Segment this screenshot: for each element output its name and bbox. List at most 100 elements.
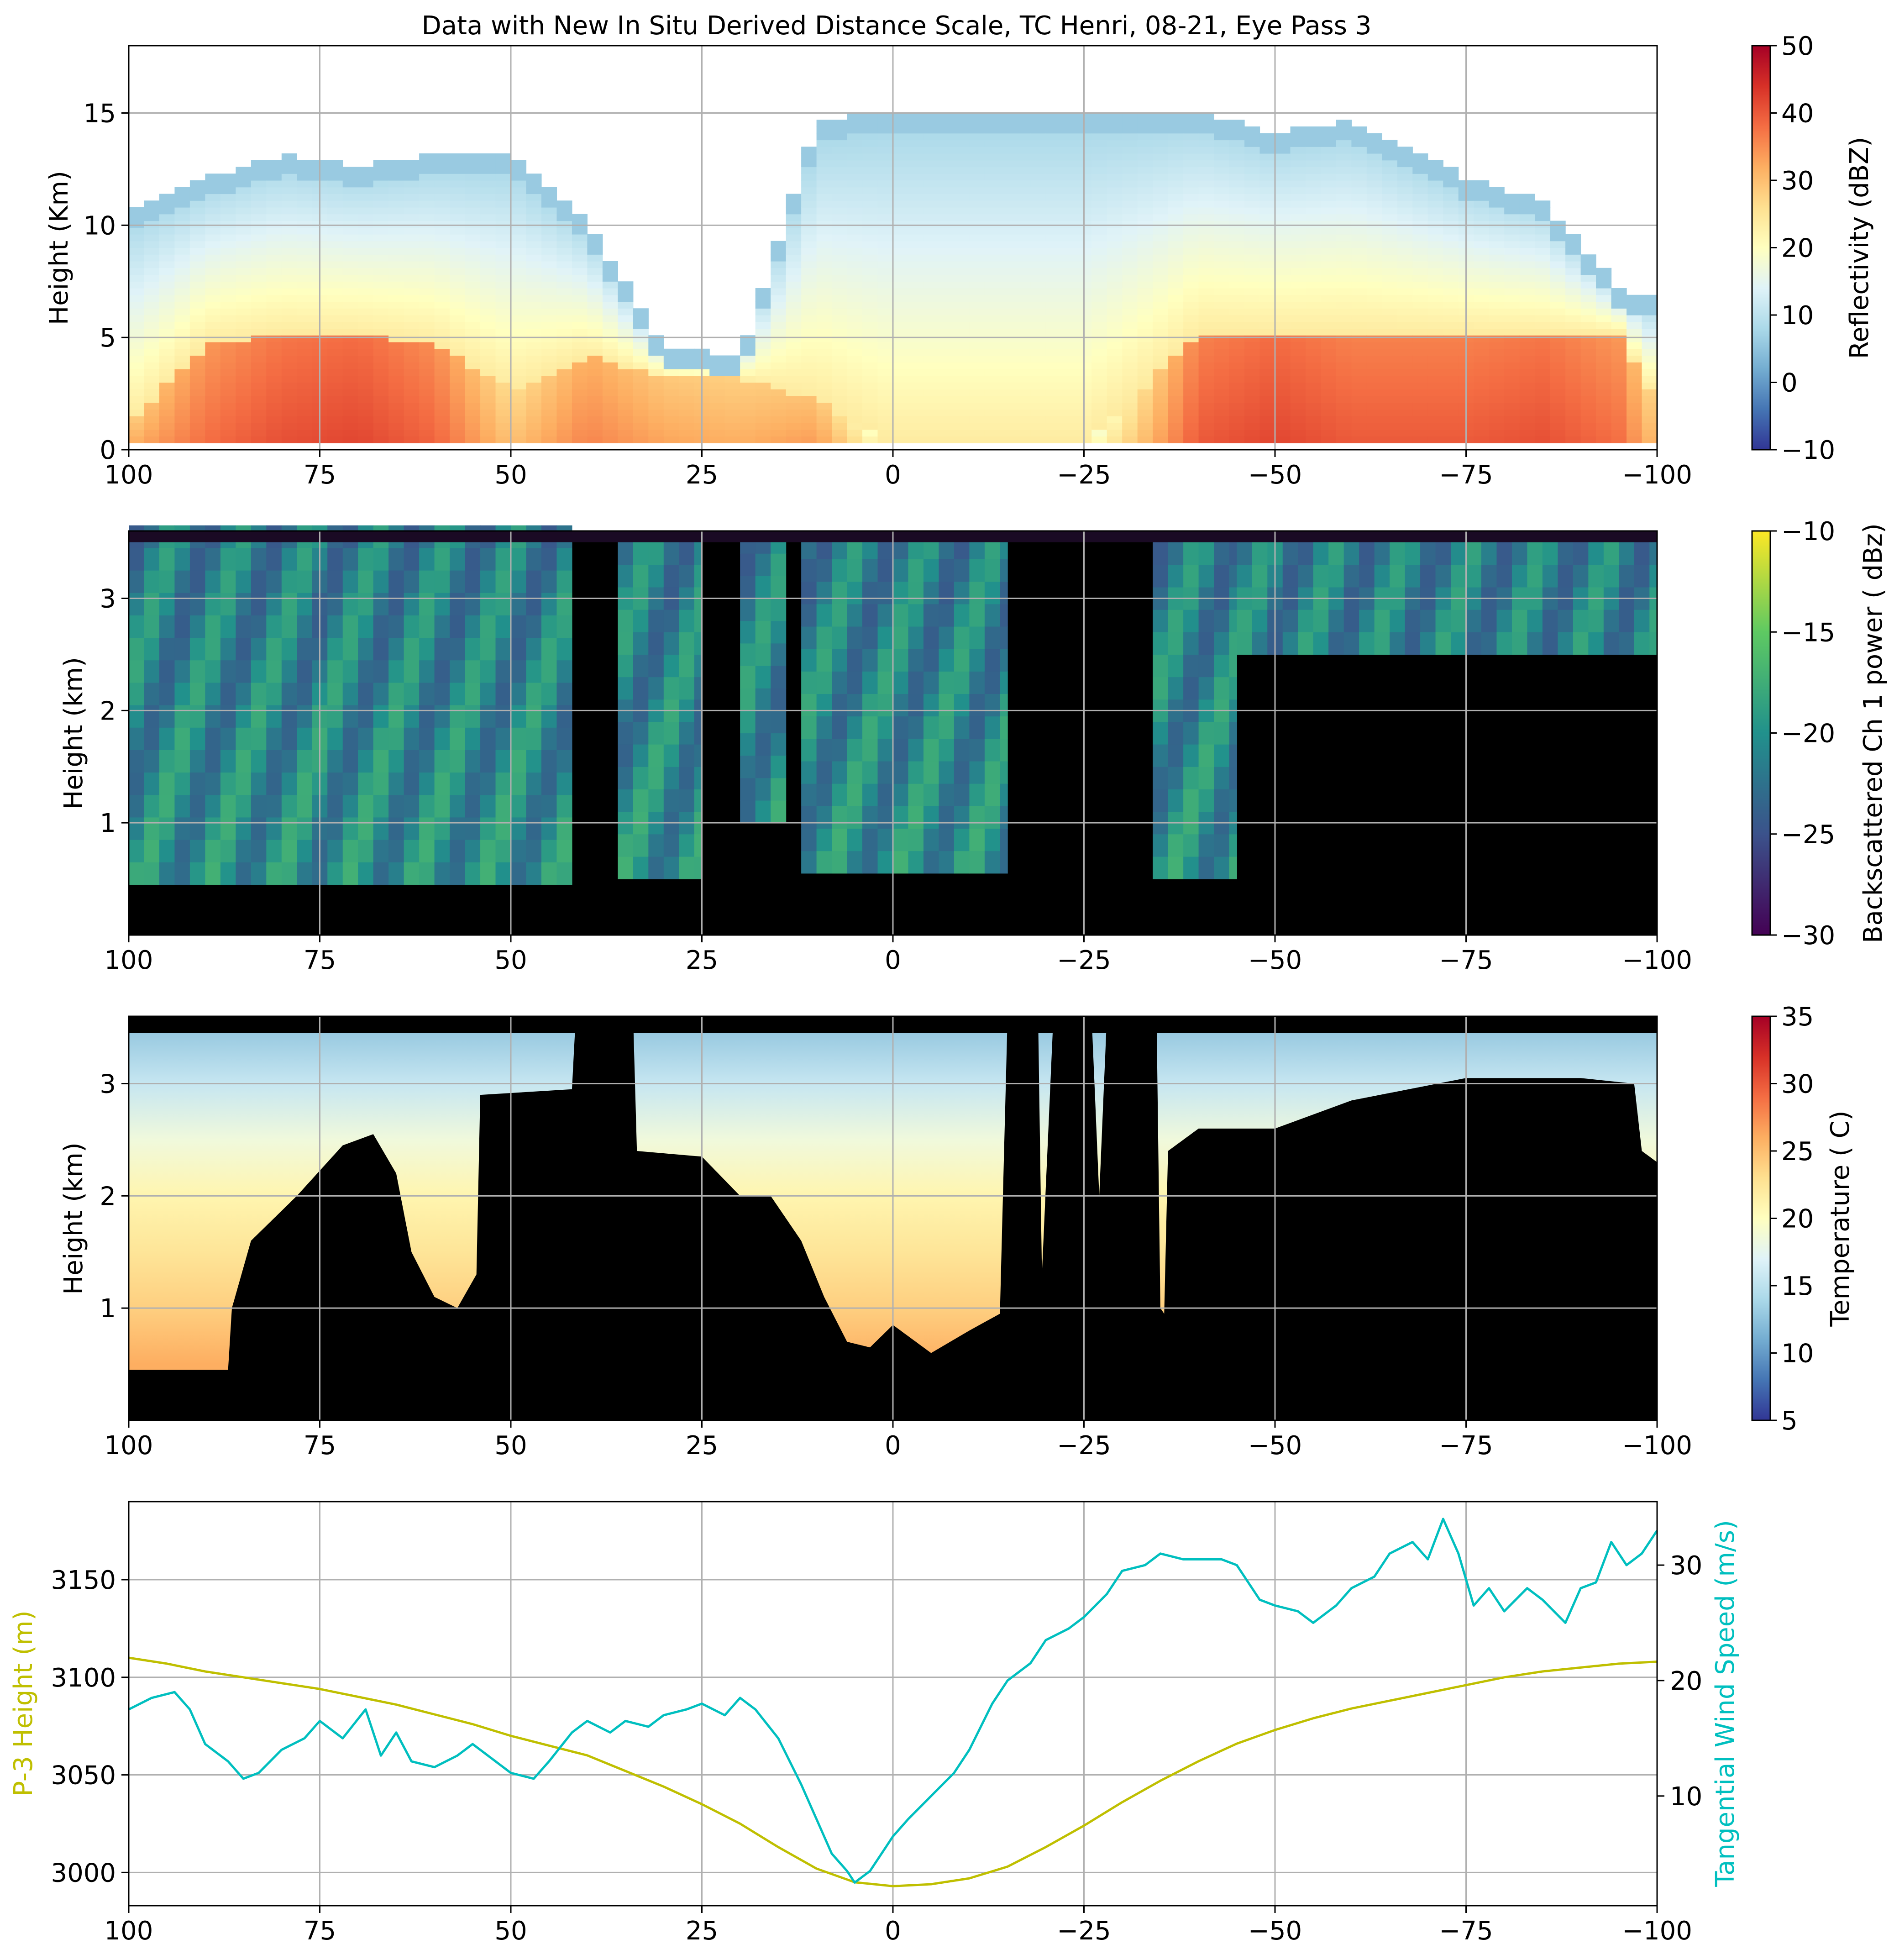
reflectivity-cell [1259,402,1275,410]
reflectivity-cell [1443,214,1459,221]
reflectivity-cell [1000,268,1016,275]
backscatter-cell [862,828,878,851]
reflectivity-cell [373,281,389,289]
reflectivity-cell [1397,261,1413,268]
reflectivity-cell [1580,348,1596,356]
reflectivity-cell [633,436,649,443]
reflectivity-cell [1366,294,1382,302]
reflectivity-cell [251,187,267,194]
reflectivity-cell [174,362,190,369]
reflectivity-cell [755,409,771,416]
reflectivity-cell [1107,308,1123,315]
reflectivity-cell [771,382,787,389]
reflectivity-cell [251,194,267,201]
reflectivity-cell [480,194,496,201]
backscatter-cell [1214,542,1230,565]
backscatter-cell [908,604,924,627]
reflectivity-cell [373,180,389,188]
reflectivity-cell [404,261,420,268]
reflectivity-cell [342,321,358,329]
reflectivity-cell [1366,348,1382,356]
backscatter-cell [480,794,496,818]
reflectivity-cell [648,409,664,416]
reflectivity-cell [1045,241,1061,248]
backscatter-cell [388,660,404,683]
reflectivity-cell [495,254,511,262]
reflectivity-cell [663,416,679,423]
reflectivity-cell [373,234,389,242]
reflectivity-cell [236,234,252,242]
reflectivity-cell [724,409,740,416]
reflectivity-cell [1611,294,1627,302]
reflectivity-cell [1153,247,1169,255]
reflectivity-cell [1153,335,1169,342]
reflectivity-cell [1000,402,1016,410]
reflectivity-cell [1000,147,1016,154]
backscatter-cell [1420,610,1436,632]
reflectivity-cell [1259,268,1275,275]
reflectivity-cell [984,436,1000,443]
backscatter-cell [663,744,679,767]
backscatter-cell [1343,564,1359,588]
reflectivity-cell [954,126,970,134]
reflectivity-cell [602,335,618,342]
reflectivity-cell [220,369,236,376]
reflectivity-cell [556,389,572,396]
reflectivity-cell [419,375,435,383]
reflectivity-cell [1504,402,1520,410]
reflectivity-cell [1030,140,1046,147]
reflectivity-cell [450,429,466,437]
reflectivity-cell [495,187,511,194]
reflectivity-cell [220,389,236,396]
backscatter-cell [1000,694,1008,717]
reflectivity-cell [541,254,557,262]
reflectivity-cell [847,167,863,174]
reflectivity-cell [1397,187,1413,194]
reflectivity-cell [1153,153,1169,161]
reflectivity-cell [404,416,420,423]
reflectivity-cell [1596,268,1612,275]
reflectivity-cell [1305,382,1322,389]
reflectivity-cell [388,294,404,302]
reflectivity-cell [1153,214,1169,221]
reflectivity-cell [1290,396,1306,403]
reflectivity-cell [923,328,939,336]
reflectivity-cell [556,207,572,215]
backscatter-cell [663,632,679,655]
backscatter-cell [266,750,282,773]
backscatter-cell [541,593,557,615]
reflectivity-cell [1198,160,1214,168]
reflectivity-cell [1351,355,1367,363]
reflectivity-cell [1580,301,1596,309]
backscatter-cell [434,547,450,571]
reflectivity-cell [373,268,389,275]
reflectivity-cell [388,221,404,228]
backscatter-cell [220,727,236,750]
reflectivity-cell [159,200,175,208]
reflectivity-cell [1535,409,1551,416]
reflectivity-cell [251,348,267,356]
reflectivity-cell [556,214,572,221]
reflectivity-cell [327,416,343,423]
reflectivity-cell [1519,321,1535,329]
reflectivity-cell [618,389,634,396]
reflectivity-cell [556,416,572,423]
reflectivity-cell [1427,335,1443,342]
reflectivity-cell [404,247,420,255]
reflectivity-cell [144,274,160,282]
backscatter-cell [862,806,878,829]
reflectivity-cell [923,321,939,329]
reflectivity-cell [1412,281,1428,289]
reflectivity-cell [755,315,771,322]
reflectivity-cell [1000,207,1016,215]
reflectivity-cell [1519,241,1535,248]
reflectivity-cell [1122,288,1138,295]
backscatter-cell [541,862,557,885]
reflectivity-cell [1122,194,1138,201]
reflectivity-cell [1366,321,1382,329]
backscatter-cell [893,828,909,851]
reflectivity-cell [297,207,313,215]
reflectivity-cell [1183,436,1199,443]
reflectivity-cell [939,234,955,242]
reflectivity-cell [1596,315,1612,322]
